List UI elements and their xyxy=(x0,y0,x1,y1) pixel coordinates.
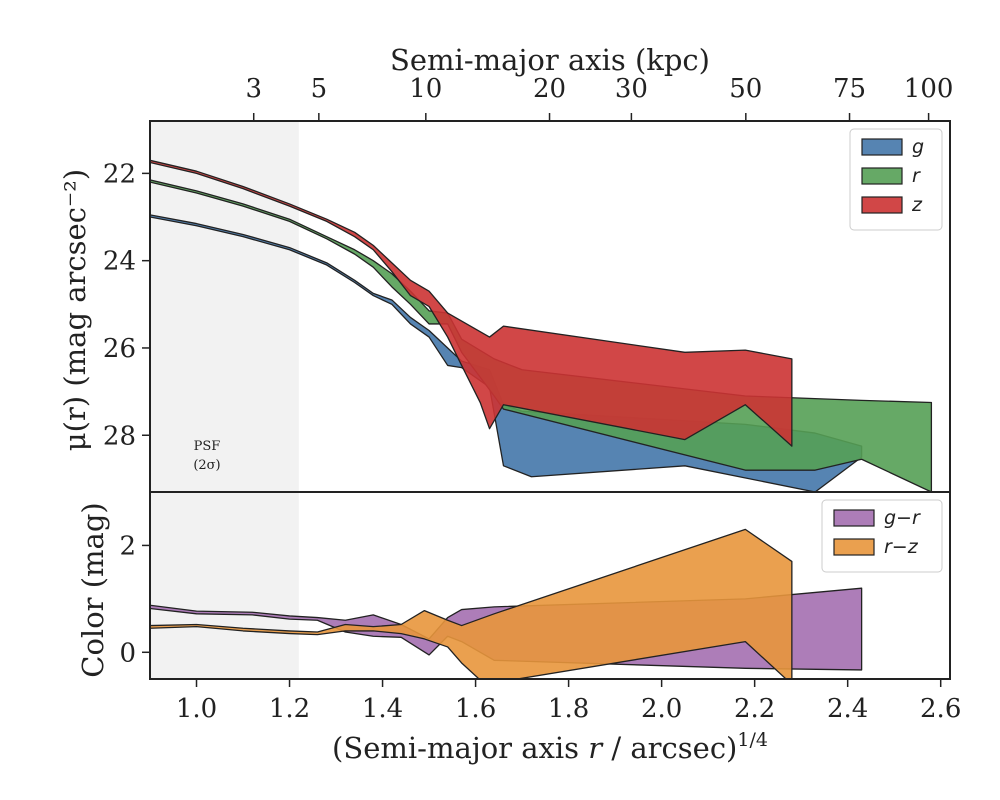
x-tick-label: 1.8 xyxy=(548,694,589,724)
psf-region xyxy=(150,121,299,492)
legend-swatch-g xyxy=(861,138,903,156)
top-x-tick-label: 100 xyxy=(904,74,954,104)
x-tick-label: 1.4 xyxy=(362,694,403,724)
legend-swatch-r xyxy=(861,167,903,185)
legend-label-z: z xyxy=(911,194,923,216)
color-legend: g−r r−z xyxy=(821,499,943,573)
x-tick-label: 2.6 xyxy=(920,694,961,724)
top-x-tick-label: 10 xyxy=(409,74,442,104)
y-tick-label: 26 xyxy=(103,334,136,364)
x-tick-label: 1.6 xyxy=(455,694,496,724)
y-tick-label: 28 xyxy=(103,421,136,451)
x-tick-label: 2.0 xyxy=(641,694,682,724)
legend-swatch-rz xyxy=(833,538,875,556)
legend-label-g: g xyxy=(912,136,924,158)
bottom-panel-frame xyxy=(149,491,951,680)
band-z xyxy=(150,159,793,447)
legend-swatch-gr xyxy=(833,509,875,527)
psf-region-color xyxy=(150,492,299,679)
color-y-tick-label: 2 xyxy=(119,531,136,561)
x-axis-title: (Semi-major axis r / arcsec)1/4 xyxy=(332,729,768,765)
top-x-tick-label: 5 xyxy=(311,74,328,104)
legend-swatch-z xyxy=(861,196,903,214)
x-tick-label: 2.2 xyxy=(734,694,775,724)
legend-label-r: r xyxy=(912,165,921,187)
color-y-tick-label: 0 xyxy=(119,638,136,668)
top-axis-title: Semi-major axis (kpc) xyxy=(390,43,710,77)
x-tick-label: 2.4 xyxy=(827,694,868,724)
top-x-tick-label: 30 xyxy=(615,74,648,104)
color-panel: 0 2 1.0 1.2 1.4 1.6 1.8 2.0 2.2 2.4 2.6 g−r r−z xyxy=(119,491,961,724)
y-tick-label: 24 xyxy=(103,247,136,277)
x-tick-label: 1.2 xyxy=(269,694,310,724)
y-tick-label: 22 xyxy=(103,159,136,189)
bottom-y-axis-title: Color (mag) xyxy=(76,502,110,677)
psf-annotation-line1: PSF xyxy=(194,439,221,454)
x-tick-label: 1.0 xyxy=(176,694,217,724)
psf-annotation-line2: (2σ) xyxy=(193,458,220,473)
top-x-tick-label: 20 xyxy=(533,74,566,104)
legend-label-rz: r−z xyxy=(884,536,919,558)
top-x-tick-label: 3 xyxy=(245,74,262,104)
top-x-tick-label: 75 xyxy=(833,74,866,104)
top-y-axis-title: μ(r) (mag arcsec⁻²) xyxy=(58,169,92,451)
legend-label-gr: g−r xyxy=(884,507,921,529)
band-rz xyxy=(150,528,793,679)
band-r xyxy=(150,179,933,492)
band-legend: grz xyxy=(849,128,943,231)
surface-brightness-panel: PSF (2σ) 22 24 26 28 3 5 10 20 30 50 75 100 grz xyxy=(103,74,954,493)
top-x-tick-label: 50 xyxy=(729,74,762,104)
